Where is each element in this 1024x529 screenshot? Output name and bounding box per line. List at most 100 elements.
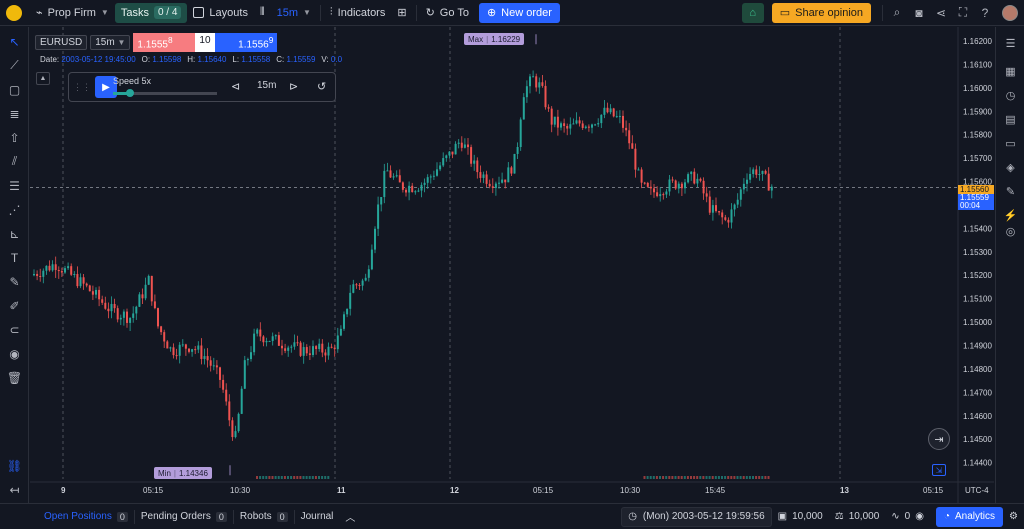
close-value: 1.15559 xyxy=(286,55,316,64)
candle-body xyxy=(563,123,566,126)
price-chart[interactable]: 1.16200 1.16100 1.16000 1.15900 1.15800 1.157… xyxy=(30,27,994,503)
trash-icon[interactable]: 🗑 xyxy=(6,370,23,385)
eye-icon[interactable]: ◉ xyxy=(915,511,924,522)
goto-button[interactable]: ↻ Go To xyxy=(420,0,475,26)
arrow-up-icon[interactable]: ⇧ xyxy=(9,130,20,145)
rectangle-icon[interactable]: ▢ xyxy=(8,82,21,97)
candle-body xyxy=(529,76,531,87)
exit-replay-icon[interactable]: ↺ xyxy=(317,81,327,93)
sell-button[interactable]: 1.15558 xyxy=(133,33,196,53)
measure-icon[interactable]: ⊾ xyxy=(9,226,20,241)
fib-icon[interactable]: ≣ xyxy=(9,106,20,121)
help-icon[interactable]: ? xyxy=(981,5,989,20)
volume-bar xyxy=(296,476,299,479)
step-forward-icon[interactable]: ⊳ xyxy=(289,81,299,93)
step-back-icon[interactable]: ⊲ xyxy=(231,81,241,93)
timezone-label[interactable]: UTC-4 xyxy=(965,486,989,495)
speed-slider[interactable] xyxy=(113,92,217,95)
candle-body xyxy=(259,329,262,337)
candle-body xyxy=(380,197,383,205)
candle-body xyxy=(116,308,119,320)
new-order-button[interactable]: ⊕ New order xyxy=(478,2,560,23)
replay-datetime-value: (Mon) 2003-05-12 19:59:56 xyxy=(642,511,765,522)
camera-icon[interactable]: ◙ xyxy=(915,5,923,20)
back-icon[interactable]: ↤ xyxy=(9,482,20,497)
account-selector[interactable]: ⌁ Prop Firm ▼ xyxy=(30,0,115,26)
notes-icon[interactable]: ✎ xyxy=(1005,186,1016,198)
candle-body xyxy=(330,346,333,348)
candle-body xyxy=(612,108,615,117)
candle-body xyxy=(566,125,569,129)
bolt-icon[interactable]: ⚡ xyxy=(1003,210,1018,222)
buy-button[interactable]: 1.15569 xyxy=(215,33,278,53)
volume-value: 0.0 xyxy=(330,55,343,64)
tab-open-positions[interactable]: Open Positions 0 xyxy=(38,504,134,529)
alarm-icon[interactable]: ◷ xyxy=(1005,90,1016,102)
volume-bar xyxy=(668,476,671,479)
gift-icon[interactable]: ⌂ xyxy=(741,2,764,23)
scale-settings-button[interactable]: ⇲ xyxy=(932,464,946,476)
magnet-icon[interactable]: ⊂ xyxy=(9,322,20,337)
watchlist-icon[interactable]: ☰ xyxy=(1005,38,1016,50)
settings-icon[interactable]: ⚙ xyxy=(1009,511,1018,522)
brush-icon[interactable]: ✎ xyxy=(9,274,20,289)
volume-bar xyxy=(274,476,277,479)
chat-icon[interactable]: ▭ xyxy=(1005,138,1016,150)
indicators-button[interactable]: ⫶ Indicators xyxy=(324,0,391,26)
target-icon[interactable]: ◎ xyxy=(1005,226,1016,238)
avatar[interactable] xyxy=(1002,4,1018,21)
candle-body xyxy=(770,186,773,191)
tab-journal[interactable]: Journal xyxy=(295,504,340,529)
candle-body xyxy=(70,266,73,275)
tab-robots[interactable]: Robots 0 xyxy=(234,504,294,529)
fullscreen-icon[interactable]: ⛶ xyxy=(958,5,968,19)
search-icon[interactable]: ⌕ xyxy=(893,5,901,19)
volume-bar xyxy=(683,476,686,479)
candle-body xyxy=(622,115,624,128)
candle-body xyxy=(767,173,770,191)
interval-selector[interactable]: 15m ▼ xyxy=(271,0,317,26)
share-icon[interactable]: ⋖ xyxy=(935,5,947,20)
pencil-icon[interactable]: ✐ xyxy=(9,298,20,313)
symbol-name[interactable]: EURUSD xyxy=(35,35,88,51)
candle-body xyxy=(615,116,618,118)
eye-icon[interactable]: ◉ xyxy=(9,346,20,361)
candle-body xyxy=(733,204,736,210)
legend-interval[interactable]: 15m ▼ xyxy=(90,35,131,51)
volume-bar xyxy=(696,476,699,479)
calendar-icon[interactable]: ▦ xyxy=(1005,66,1016,78)
candle-body xyxy=(448,151,451,156)
candle-body xyxy=(85,283,88,286)
goto-realtime-button[interactable]: ⇥ xyxy=(928,428,950,450)
templates-button[interactable]: ⊞ xyxy=(391,0,412,26)
replay-interval[interactable]: 15m xyxy=(257,80,277,91)
expand-panel-button[interactable]: ︿ xyxy=(339,504,361,529)
link-icon[interactable]: ⛓ xyxy=(6,458,23,473)
text-icon[interactable]: T xyxy=(10,250,19,265)
price-tick-label: 1.15100 xyxy=(963,295,992,304)
collapse-legend-button[interactable]: ▲ xyxy=(36,72,50,85)
volume-bar xyxy=(659,476,661,479)
share-opinion-button[interactable]: ▭ Share opinion xyxy=(771,2,871,23)
tab-pending-orders[interactable]: Pending Orders 0 xyxy=(135,504,233,529)
layouts-button[interactable]: Layouts xyxy=(187,0,254,26)
chart-type-button[interactable]: ⫴ xyxy=(254,0,271,26)
tasks-button[interactable]: Tasks 0 / 4 xyxy=(114,2,188,23)
replay-datetime[interactable]: ◷ (Mon) 2003-05-12 19:59:56 xyxy=(621,506,772,527)
gann-icon[interactable]: ☰ xyxy=(9,178,20,193)
chart-canvas[interactable]: 1.16200 1.16100 1.16000 1.15900 1.15800 1.157… xyxy=(30,27,994,503)
tasks-label: Tasks xyxy=(120,6,149,19)
pattern-icon[interactable]: ⋰ xyxy=(8,202,21,217)
drag-handle-icon[interactable]: ⋮⋮ xyxy=(73,81,91,92)
quantity-input[interactable]: 10 xyxy=(195,33,216,53)
speed-slider-knob[interactable] xyxy=(125,89,134,97)
play-button[interactable]: ▶ xyxy=(95,76,117,98)
trend-line-icon[interactable]: ⟋ xyxy=(10,58,19,72)
volume-bar xyxy=(717,476,720,479)
cursor-icon[interactable]: ↖ xyxy=(9,34,20,49)
news-icon[interactable]: ▤ xyxy=(1005,114,1016,126)
layers-icon[interactable]: ◈ xyxy=(1006,162,1015,174)
analytics-button[interactable]: ◔ Analytics xyxy=(935,506,1004,527)
channel-icon[interactable]: ⫽ xyxy=(11,154,18,168)
candle-body xyxy=(60,271,63,273)
